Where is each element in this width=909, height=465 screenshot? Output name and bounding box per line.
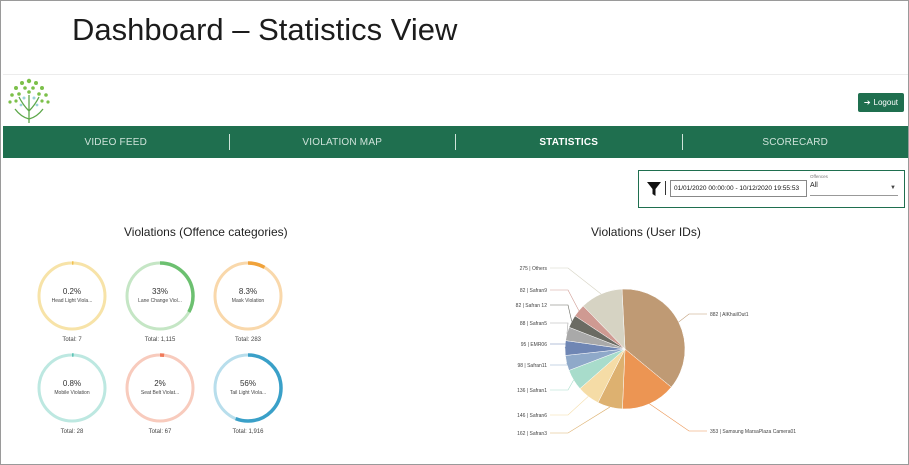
pie-leader-line [550,289,580,311]
nav-divider [681,134,683,150]
pie-leader-line [550,396,589,416]
filter-panel: 01/01/2020 00:00:00 - 10/12/2020 19:55:5… [638,170,905,208]
pie-label: 88 | Safran5 [520,321,547,327]
gauge-fill [37,261,107,331]
nav-divider [455,134,456,150]
gauge-label: Head Light Viola... [51,298,93,304]
pie-label: 82 | Safran 12 [516,303,548,309]
category-gauge: 56% Tail Light Viola... Total: 1,916 [212,352,284,436]
user-ids-pie-chart: 882 | AlKhailOut1 353 | Samsung MarsaPlaz… [516,266,797,437]
category-gauge: 8.3% Mask Violation Total: 283 [212,260,284,344]
category-gauge: 33% Lane Change Viol... Total: 1,115 [124,260,196,344]
category-gauge: 0.2% Head Light Viola... Total: 7 [36,260,108,344]
gauge-fill [213,353,283,423]
category-gauge: 2% Seat Belt Violat... Total: 67 [124,352,196,436]
filter-icon[interactable] [647,181,661,197]
pie-label: 136 | Safran1 [517,388,547,394]
pie-label: 146 | Safran6 [517,413,547,419]
gauge-ring [213,353,283,423]
offences-select[interactable]: All ▼ [810,182,898,196]
gauge-total: Total: 283 [234,337,262,343]
pie-label: 162 | Safran3 [517,431,547,437]
gauge-total: Total: 7 [62,337,82,343]
category-gauge: 0.8% Mobile Violation Total: 28 [36,352,108,436]
logout-button[interactable]: ➔ Logout [857,93,904,112]
pie-leader-line [550,362,569,366]
tab-video-feed[interactable]: VIDEO FEED [84,136,148,148]
gauge-percent: 2% [154,379,166,388]
pie-leader-line [550,322,569,334]
gauge-total: Total: 1,916 [232,429,264,435]
pie-label: 882 | AlKhailOut1 [710,312,749,318]
gauge-fill [125,353,195,423]
gauge-label: Mobile Violation [54,390,90,396]
gauge-ring [37,261,107,331]
gauge-fill [37,353,107,423]
top-bar: ➔ Logout [3,74,908,126]
slide-title: Dashboard – Statistics View [72,12,458,47]
offence-categories-title: Violations (Offence categories) [124,225,288,239]
gauge-track [37,261,107,331]
tab-statistics[interactable]: STATISTICS [539,136,599,148]
pie-leader-line [678,313,707,323]
gauge-fill [213,261,283,331]
offences-value: All [810,182,818,189]
pie-label: 275 | Others [520,266,548,272]
tab-scorecard[interactable]: SCORECARD [762,136,829,148]
tab-violation-map[interactable]: VIOLATION MAP [302,136,383,148]
gauge-percent: 0.8% [62,379,82,388]
gauge-track [213,261,283,331]
gauge-total: Total: 28 [60,429,84,435]
gauge-percent: 0.2% [62,287,82,296]
pie-label: 82 | Safran9 [520,288,547,294]
gauge-ring [213,261,283,331]
offences-label: Offences [810,174,828,179]
pie-leader-line [550,343,569,349]
gauge-label: Mask Violation [231,298,265,304]
dashboard-app: ➔ Logout VIDEO FEED VIOLATION MAP STATIS… [3,74,908,464]
logout-label: Logout [873,98,898,107]
gauge-percent: 56% [239,379,256,388]
pie-label: 95 | EMR06 [521,342,548,348]
gauge-total: Total: 67 [148,429,172,435]
gauge-ring [37,353,107,423]
logout-icon: ➔ [863,98,871,107]
user-ids-title: Violations (User IDs) [591,225,701,239]
gauge-ring [125,353,195,423]
caret-down-icon: ▼ [890,185,896,191]
tree-logo-icon [5,75,53,125]
pie-label: 353 | Samsung MarsaPlaza Camera01 [710,429,796,435]
gauge-percent: 33% [151,287,168,296]
gauge-label: Lane Change Viol... [138,298,182,304]
pie-slice [582,288,626,350]
gauge-label: Seat Belt Violat... [140,390,180,396]
pie-slice [622,348,672,410]
gauge-track [37,353,107,423]
gauge-label: Tail Light Viola... [229,390,267,396]
pie-label: 98 | Safran11 [517,363,547,369]
gauge-fill [125,261,195,331]
pie-leader-line [550,406,611,434]
gauge-track [125,353,195,423]
main-nav: VIDEO FEED VIOLATION MAP STATISTICS SCOR… [3,126,908,158]
gauge-total: Total: 1,115 [144,337,176,343]
gauge-percent: 8.3% [238,287,258,296]
nav-divider [228,134,230,150]
gauge-ring [125,261,195,331]
date-range-input[interactable]: 01/01/2020 00:00:00 - 10/12/2020 19:55:5… [670,180,807,197]
pie-leader-line [550,379,574,391]
pie-leader-line [649,403,707,432]
pie-leader-line [550,304,573,322]
filter-divider [665,181,666,195]
pie-leader-line [550,267,602,295]
